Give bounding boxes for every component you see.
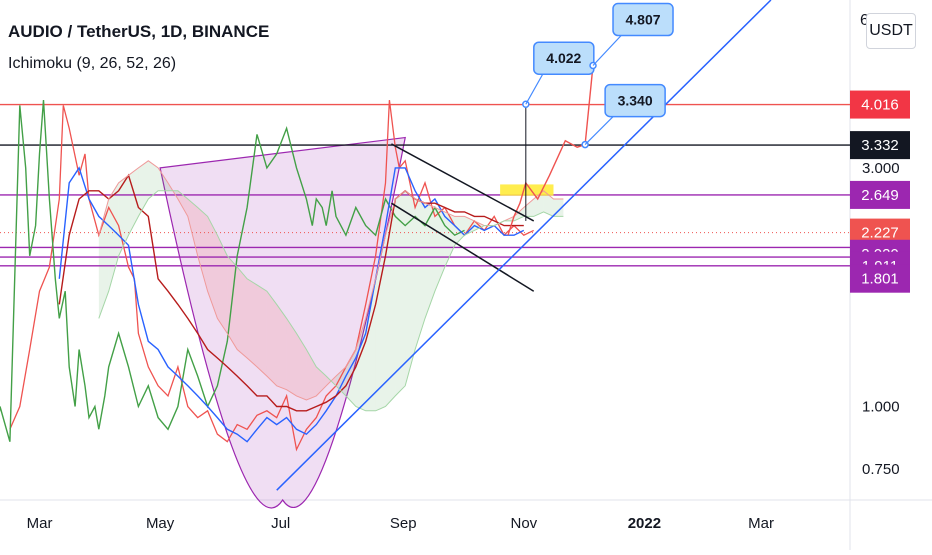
- cloud-segment: [355, 318, 366, 411]
- cloud-segment: [148, 160, 159, 199]
- cloud-segment: [266, 291, 277, 386]
- price-axis-label-box: [850, 180, 910, 209]
- cloud-segment: [375, 235, 386, 411]
- cloud-segment: [187, 198, 198, 256]
- series-line-lagging: [0, 100, 465, 442]
- price-axis-label-box: [850, 264, 910, 293]
- cloud-segment: [197, 207, 208, 292]
- cloud-segment: [434, 207, 445, 292]
- annotation-label: 4.807: [625, 12, 660, 28]
- annotation-pointer: [584, 114, 616, 146]
- cloud-segment: [256, 284, 267, 377]
- trendline: [391, 143, 535, 222]
- price-axis-label: 2.227: [861, 225, 899, 242]
- series-line-span_b: [98, 190, 564, 412]
- annotation-label: 3.340: [618, 93, 653, 109]
- x-tick-label: 2022: [628, 515, 661, 532]
- cloud-segment: [415, 198, 425, 350]
- annotation-box: [604, 83, 666, 118]
- price-axis-label-box: [850, 131, 910, 160]
- x-tick-label: Nov: [510, 515, 537, 532]
- x-tick-label: Jul: [271, 515, 290, 532]
- y-tick-label: 3.000: [862, 160, 900, 177]
- y-tick-label: 1.000: [862, 398, 900, 415]
- cloud-segment: [405, 190, 416, 386]
- cloud-segment: [247, 278, 257, 367]
- cloud-segment: [286, 318, 297, 396]
- price-axis-label: 3.332: [861, 137, 899, 154]
- cloud-segment: [158, 167, 169, 191]
- x-tick-label: Mar: [748, 515, 774, 532]
- annotation-pointer: [525, 71, 545, 105]
- series-line-base: [58, 173, 524, 412]
- cloud-segment: [553, 198, 564, 217]
- x-tick-label: Mar: [27, 515, 53, 532]
- series-line-conversion: [58, 166, 525, 443]
- cloud-segment: [425, 203, 435, 319]
- series-line-projection: [507, 65, 594, 236]
- target-zone-bar: [500, 184, 554, 196]
- annotation-box: [612, 2, 674, 37]
- x-tick-label: May: [146, 515, 175, 532]
- y-tick-label: 0.750: [862, 461, 900, 478]
- plot-area: [0, 0, 850, 500]
- annotation-label: 4.022: [546, 50, 581, 66]
- trendline: [391, 202, 535, 292]
- trendline: [276, 0, 772, 491]
- cloud-segment: [306, 349, 317, 401]
- cloud-segment: [207, 216, 218, 319]
- x-tick-label: Sep: [390, 515, 417, 532]
- annotation-pointer: [592, 33, 624, 66]
- annotation-box: [533, 41, 595, 75]
- indicator-label[interactable]: Ichimoku (9, 26, 52, 26): [8, 55, 177, 72]
- cloud-segment: [385, 198, 396, 407]
- currency-button[interactable]: USDT: [866, 13, 916, 49]
- price-axis-label: 4.016: [861, 97, 899, 114]
- cloud-segment: [217, 235, 228, 334]
- cloud-segment: [276, 304, 287, 390]
- chart-title: AUDIO / TetherUS, 1D, BINANCE: [8, 22, 270, 41]
- cloud-segment: [513, 207, 524, 221]
- cloud-segment: [395, 190, 406, 396]
- cloud-segment: [296, 333, 307, 401]
- price-axis-label-box: [850, 90, 910, 119]
- price-axis-label: 2.649: [861, 187, 899, 204]
- top-axis-tick: 6: [860, 12, 869, 29]
- cloud-segment: [237, 267, 248, 359]
- price-axis-label: 1.801: [861, 271, 899, 288]
